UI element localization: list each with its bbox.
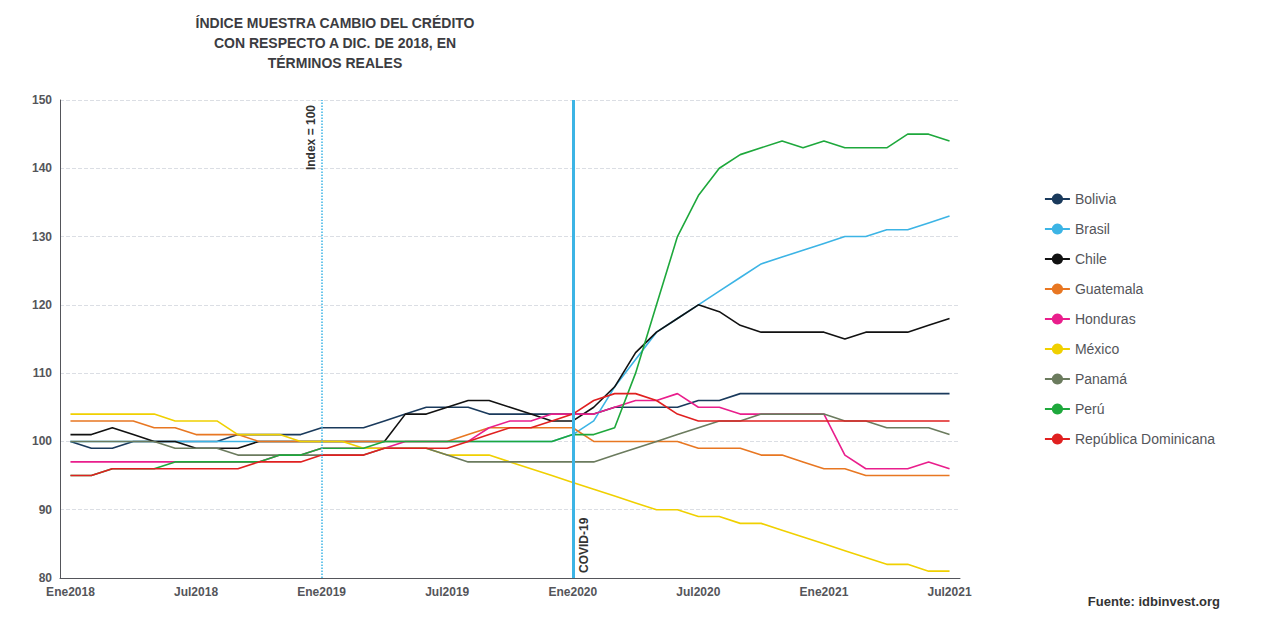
svg-text:TÉRMINOS REALES: TÉRMINOS REALES	[268, 55, 403, 71]
svg-text:Guatemala: Guatemala	[1075, 281, 1144, 297]
svg-text:Panamá: Panamá	[1075, 371, 1127, 387]
svg-text:110: 110	[33, 366, 53, 380]
svg-text:Jul2021: Jul2021	[928, 585, 972, 599]
svg-text:Jul2018: Jul2018	[174, 585, 218, 599]
svg-text:COVID-19: COVID-19	[577, 517, 591, 573]
svg-text:República Dominicana: República Dominicana	[1075, 431, 1215, 447]
svg-text:Ene2020: Ene2020	[548, 585, 597, 599]
svg-text:130: 130	[32, 230, 52, 244]
svg-text:Jul2020: Jul2020	[676, 585, 720, 599]
svg-text:Ene2018: Ene2018	[46, 585, 95, 599]
svg-text:Ene2019: Ene2019	[297, 585, 346, 599]
svg-text:Ene2021: Ene2021	[800, 585, 849, 599]
svg-text:Fuente: idbinvest.org: Fuente: idbinvest.org	[1088, 594, 1220, 609]
svg-text:150: 150	[32, 93, 52, 107]
svg-text:100: 100	[32, 434, 52, 448]
svg-text:140: 140	[32, 161, 52, 175]
svg-text:Brasil: Brasil	[1075, 221, 1110, 237]
svg-text:ÍNDICE MUESTRA CAMBIO DEL CRÉD: ÍNDICE MUESTRA CAMBIO DEL CRÉDITO	[196, 15, 475, 31]
svg-text:Honduras: Honduras	[1075, 311, 1136, 327]
svg-text:Chile: Chile	[1075, 251, 1107, 267]
svg-text:90: 90	[39, 503, 53, 517]
svg-text:CON RESPECTO A DIC. DE 2018, E: CON RESPECTO A DIC. DE 2018, EN	[214, 35, 456, 51]
svg-text:80: 80	[39, 571, 53, 585]
svg-text:Index = 100: Index = 100	[304, 105, 318, 170]
svg-text:México: México	[1075, 341, 1120, 357]
svg-text:Perú: Perú	[1075, 401, 1105, 417]
svg-text:Jul2019: Jul2019	[425, 585, 469, 599]
svg-text:Bolivia: Bolivia	[1075, 191, 1116, 207]
svg-text:120: 120	[32, 298, 52, 312]
